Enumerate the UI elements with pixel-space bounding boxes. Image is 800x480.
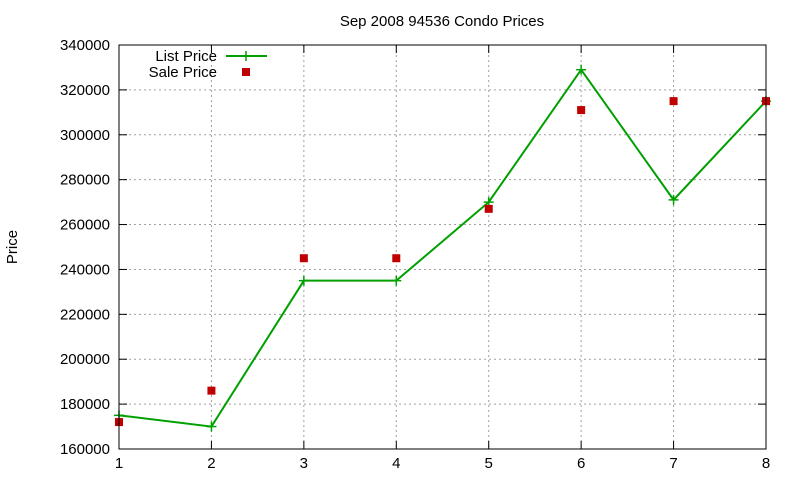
x-tick-label: 3 xyxy=(300,455,308,472)
y-tick-label: 260000 xyxy=(60,217,110,234)
legend-entry: Sale Price xyxy=(149,64,250,81)
list-price-point xyxy=(206,421,217,432)
y-tick-label: 180000 xyxy=(60,396,110,413)
y-tick-label: 240000 xyxy=(60,261,110,278)
sale-price-point xyxy=(392,254,401,263)
y-tick-label: 280000 xyxy=(60,172,110,189)
y-tick-label: 320000 xyxy=(60,82,110,99)
sale-price-point xyxy=(577,106,586,115)
plot-frame xyxy=(118,44,767,450)
list-price-point xyxy=(668,194,679,205)
sale-price-point xyxy=(669,97,678,106)
y-tick-label: 340000 xyxy=(60,37,110,54)
legend-label: List Price xyxy=(155,48,217,65)
legend-entry: List Price xyxy=(155,48,267,65)
series-1 xyxy=(114,64,771,432)
series-layer xyxy=(114,64,771,432)
x-tick-label: 6 xyxy=(577,455,585,472)
legend-label: Sale Price xyxy=(149,64,217,81)
list-price-point xyxy=(576,64,587,75)
list-price-line xyxy=(118,67,767,428)
y-tick-label: 160000 xyxy=(60,441,110,458)
x-tick-label: 7 xyxy=(669,455,677,472)
series-2 xyxy=(115,97,770,427)
legend-plus-marker xyxy=(241,51,251,61)
sale-price-point xyxy=(299,254,308,263)
list-price-point xyxy=(391,275,402,286)
list-price-point xyxy=(298,275,309,286)
legend-square-marker xyxy=(242,68,250,76)
axis-ticks: 160000 180000 200000 220000 240000 260000 2800… xyxy=(60,37,770,472)
y-axis-label: Price xyxy=(4,230,21,264)
x-tick-label: 5 xyxy=(485,455,493,472)
x-tick-label: 1 xyxy=(115,455,123,472)
chart-title: Sep 2008 94536 Condo Prices xyxy=(340,13,544,30)
grid-lines xyxy=(119,45,766,449)
y-tick-label: 220000 xyxy=(60,306,110,323)
x-tick-label: 4 xyxy=(392,455,400,472)
x-tick-label: 8 xyxy=(762,455,770,472)
sale-price-point xyxy=(484,204,493,213)
y-tick-label: 200000 xyxy=(60,351,110,368)
sale-price-point xyxy=(207,386,216,395)
y-tick-label: 300000 xyxy=(60,127,110,144)
x-tick-label: 2 xyxy=(207,455,215,472)
